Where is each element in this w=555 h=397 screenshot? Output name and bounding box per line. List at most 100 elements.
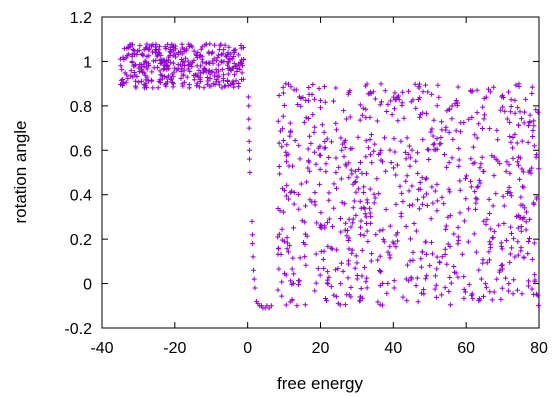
data-point: [290, 255, 296, 261]
data-point: [298, 103, 304, 109]
data-point: [436, 94, 442, 100]
data-point: [469, 114, 475, 120]
data-point: [393, 172, 399, 178]
data-point: [321, 265, 327, 271]
data-point: [326, 190, 332, 196]
data-point: [168, 60, 174, 66]
data-point: [319, 122, 325, 128]
data-point: [444, 261, 450, 267]
data-point: [136, 48, 142, 54]
data-point: [378, 81, 384, 87]
data-point: [281, 209, 287, 215]
data-point: [322, 99, 328, 105]
data-point: [205, 78, 211, 84]
data-point: [455, 84, 461, 90]
data-point: [233, 78, 239, 84]
data-point: [215, 54, 221, 60]
data-point: [306, 115, 312, 121]
data-point: [442, 285, 448, 291]
data-point: [420, 110, 426, 116]
data-point: [415, 170, 421, 176]
data-point: [364, 171, 370, 177]
data-point: [350, 205, 356, 211]
data-point: [364, 197, 370, 203]
data-point: [333, 169, 339, 175]
data-point: [507, 259, 513, 265]
data-point: [406, 143, 412, 149]
data-point: [247, 170, 253, 175]
data-point: [146, 46, 152, 52]
data-point: [132, 72, 138, 78]
data-point: [510, 155, 516, 161]
data-point: [139, 52, 145, 58]
data-point: [413, 228, 419, 234]
data-point: [347, 146, 353, 152]
data-point: [468, 178, 474, 184]
data-point: [140, 52, 146, 58]
data-point: [379, 99, 384, 105]
data-point: [238, 42, 244, 48]
data-point: [499, 246, 505, 252]
data-point: [453, 128, 459, 134]
data-point: [277, 128, 283, 134]
data-point: [516, 122, 522, 128]
data-point: [523, 96, 529, 102]
data-point: [245, 94, 251, 100]
data-point: [216, 68, 222, 74]
data-point: [323, 161, 329, 167]
data-point: [480, 257, 486, 263]
data-point: [240, 57, 246, 63]
data-point: [479, 125, 485, 131]
data-point: [411, 221, 417, 227]
data-point: [275, 245, 281, 251]
data-point: [417, 180, 423, 186]
data-point: [435, 82, 441, 88]
data-point: [372, 141, 378, 147]
data-point: [344, 233, 350, 239]
data-point: [219, 59, 225, 65]
data-point: [497, 267, 503, 273]
data-point: [404, 173, 410, 179]
data-point: [465, 239, 471, 245]
data-point: [338, 260, 344, 266]
data-point: [175, 51, 181, 57]
data-point: [284, 235, 290, 241]
data-point: [157, 61, 163, 67]
data-point: [377, 283, 383, 289]
data-point: [163, 59, 169, 65]
data-point: [348, 284, 354, 290]
data-point: [198, 70, 204, 76]
data-point: [208, 83, 214, 89]
data-point: [459, 251, 465, 257]
data-point: [286, 163, 292, 169]
data-point: [338, 281, 344, 287]
data-point: [125, 75, 131, 81]
data-point: [361, 232, 367, 238]
data-point: [212, 42, 218, 48]
data-point: [487, 257, 493, 263]
data-point: [363, 106, 369, 112]
data-point: [149, 69, 155, 75]
data-point: [363, 154, 369, 160]
data-point: [517, 109, 523, 115]
data-point: [302, 219, 308, 225]
data-point: [523, 219, 529, 225]
data-point: [387, 244, 393, 250]
data-point: [317, 152, 323, 158]
data-point: [342, 201, 348, 207]
data-point: [498, 107, 504, 113]
data-point: [447, 213, 453, 219]
data-point: [404, 298, 410, 304]
data-point: [438, 141, 444, 147]
data-point: [197, 77, 203, 83]
data-point: [368, 214, 374, 220]
data-point: [434, 103, 440, 109]
data-point: [466, 282, 472, 288]
data-point: [153, 46, 159, 52]
data-point: [333, 120, 339, 126]
data-point: [515, 239, 521, 245]
data-point: [209, 50, 215, 56]
data-point: [391, 136, 397, 142]
data-point: [507, 119, 513, 125]
data-point: [144, 66, 150, 72]
